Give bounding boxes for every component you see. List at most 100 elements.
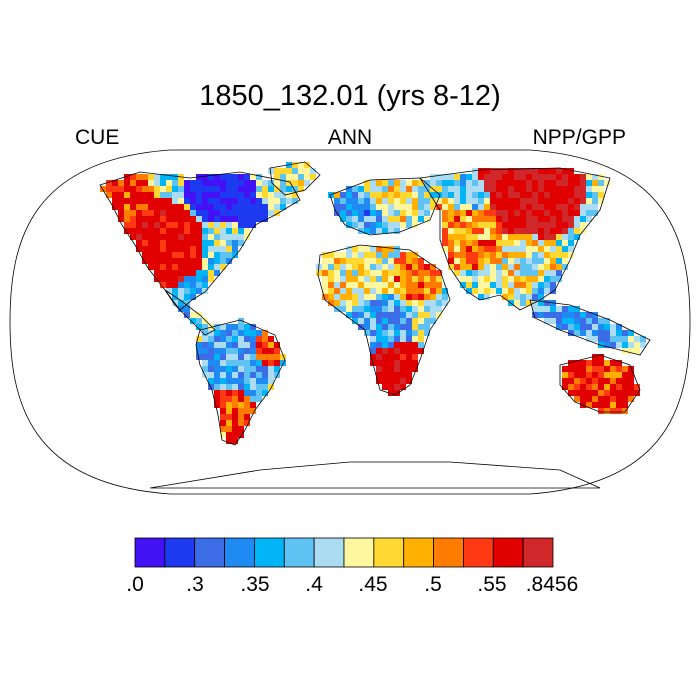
map-cell — [256, 198, 262, 204]
map-cell — [166, 186, 172, 192]
map-cell — [208, 354, 214, 360]
coastline-antarctica — [149, 461, 601, 489]
map-cell — [556, 174, 562, 180]
map-cell — [616, 390, 622, 396]
coastline-greenland — [269, 161, 321, 196]
map-cell — [508, 174, 514, 180]
map-cell — [526, 246, 532, 252]
map-cell — [502, 180, 508, 186]
map-cell — [418, 258, 424, 264]
map-cell — [286, 186, 292, 192]
map-cell — [250, 174, 256, 180]
map-cell — [244, 180, 250, 186]
map-cell — [448, 252, 454, 258]
map-cell — [190, 264, 196, 270]
map-cell — [352, 258, 358, 264]
map-cell — [532, 240, 538, 246]
map-cell — [226, 402, 232, 408]
map-cell — [214, 258, 220, 264]
map-cell — [184, 210, 190, 216]
map-cell — [268, 384, 274, 390]
map-cell — [568, 180, 574, 186]
map-cell — [352, 294, 358, 300]
map-cell — [574, 180, 580, 186]
map-cell — [394, 300, 400, 306]
map-cell — [208, 360, 214, 366]
map-cell — [484, 258, 490, 264]
map-cell — [346, 186, 352, 192]
map-cell — [358, 300, 364, 306]
map-cell — [184, 180, 190, 186]
map-cell — [442, 198, 448, 204]
map-cell — [160, 240, 166, 246]
colorbar-box — [492, 537, 524, 568]
map-cell — [502, 168, 508, 174]
map-cell — [238, 360, 244, 366]
map-cell — [394, 384, 400, 390]
map-cell — [220, 192, 226, 198]
map-cell — [376, 348, 382, 354]
map-cell — [196, 354, 202, 360]
colorbar-box — [134, 537, 166, 568]
map-cell — [202, 354, 208, 360]
map-cell — [502, 240, 508, 246]
map-cell — [550, 174, 556, 180]
map-cell — [370, 330, 376, 336]
map-cell — [190, 318, 196, 324]
map-cell — [256, 390, 262, 396]
map-cell — [514, 294, 520, 300]
map-cell — [250, 402, 256, 408]
map-cell — [466, 198, 472, 204]
map-cell — [226, 390, 232, 396]
map-cell — [472, 282, 478, 288]
map-cell — [262, 210, 268, 216]
map-cell — [598, 198, 604, 204]
map-cell — [274, 180, 280, 186]
map-cell — [178, 240, 184, 246]
map-cell — [574, 216, 580, 222]
map-cell — [340, 204, 346, 210]
map-cell — [562, 318, 568, 324]
map-cell — [400, 270, 406, 276]
map-cell — [232, 420, 238, 426]
map-cell — [346, 282, 352, 288]
map-cell — [376, 372, 382, 378]
map-cell — [250, 216, 256, 222]
map-cell — [214, 246, 220, 252]
map-cell — [400, 180, 406, 186]
map-cell — [214, 270, 220, 276]
map-cell — [142, 210, 148, 216]
map-cell — [562, 372, 568, 378]
map-cell — [400, 336, 406, 342]
map-cell — [508, 210, 514, 216]
map-cell — [232, 192, 238, 198]
map-cell — [382, 378, 388, 384]
map-cell — [376, 180, 382, 186]
map-cell — [346, 192, 352, 198]
map-cell — [538, 312, 544, 318]
map-cell — [178, 234, 184, 240]
map-cell — [202, 318, 208, 324]
map-cell — [436, 306, 442, 312]
map-cell — [472, 222, 478, 228]
map-cell — [520, 180, 526, 186]
map-cell — [478, 282, 484, 288]
map-cell — [526, 222, 532, 228]
map-cell — [532, 228, 538, 234]
map-cell — [334, 288, 340, 294]
map-cell — [610, 402, 616, 408]
map-cell — [514, 234, 520, 240]
map-cell — [460, 270, 466, 276]
map-cell — [538, 210, 544, 216]
map-cell — [364, 186, 370, 192]
map-cell — [406, 288, 412, 294]
map-cell — [208, 336, 214, 342]
map-cell — [346, 270, 352, 276]
map-cell — [580, 198, 586, 204]
map-cell — [232, 210, 238, 216]
map-cell — [274, 204, 280, 210]
map-cell — [550, 258, 556, 264]
map-cell — [400, 330, 406, 336]
map-cell — [226, 438, 232, 444]
